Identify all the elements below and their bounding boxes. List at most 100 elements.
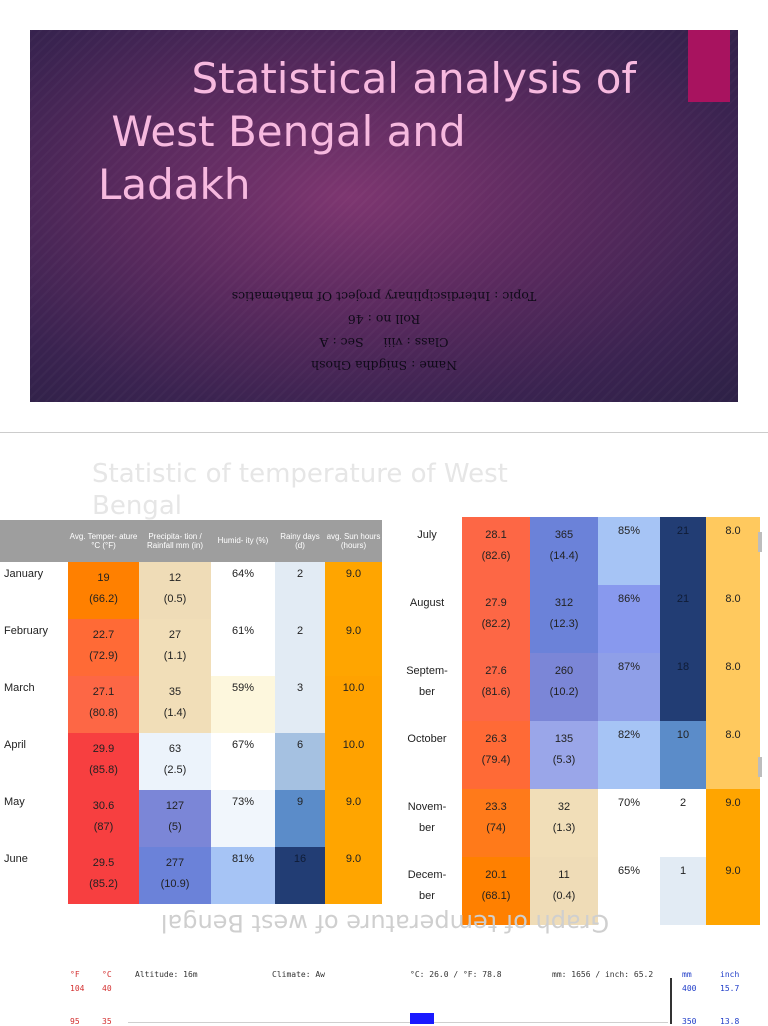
header-temperature: Avg. Temper- ature °C (°F) <box>68 520 139 562</box>
rainy-days-cell: 6 <box>275 733 325 790</box>
rainy-days-cell: 10 <box>660 721 706 789</box>
table-row: May 30.6 (87) 127 (5) 73% 9 9.0 <box>0 790 382 847</box>
rain-mm: 312 <box>554 597 574 609</box>
temp-c: 27.6 <box>485 665 507 677</box>
altitude-label: Altitude: 16m <box>135 970 198 979</box>
temp-c: 27.9 <box>485 597 507 609</box>
table-row: Decem-ber 20.1 (68.1) 11 (0.4) 65% 1 9.0 <box>392 857 760 925</box>
rainy-days-cell: 18 <box>660 653 706 721</box>
rain-mm: 35 <box>168 686 182 698</box>
rain-mm: 63 <box>168 743 182 755</box>
month-cell: Septem-ber <box>392 653 462 721</box>
rain-total-label: mm: 1656 / inch: 65.2 <box>552 970 654 979</box>
table-row: Novem-ber 23.3 (74) 32 (1.3) 70% 2 9.0 <box>392 789 760 857</box>
temp-f: (87) <box>93 821 114 833</box>
rain-mm: 365 <box>554 529 574 541</box>
sun-hours-cell: 9.0 <box>706 789 760 857</box>
header-rainfall: Precipita- tion / Rainfall mm (in) <box>139 520 211 562</box>
temp-c: 29.9 <box>92 743 115 755</box>
humidity-cell: 85% <box>598 517 660 585</box>
title-line: Bengal <box>92 491 182 521</box>
rain-mm: 32 <box>557 801 571 813</box>
axis-line <box>670 978 672 1024</box>
sun-hours-cell: 9.0 <box>325 619 382 676</box>
rain-cell: 127 (5) <box>139 790 211 847</box>
temp-cell: 19 (66.2) <box>68 562 139 619</box>
humidity-cell: 86% <box>598 585 660 653</box>
month-cell: March <box>0 676 68 733</box>
author-info: Name : Snigdha Ghosh Class : viii Sec : … <box>30 285 738 377</box>
rain-mm: 11 <box>558 869 570 881</box>
temp-f: (72.9) <box>89 650 118 662</box>
temp-cell: 27.6 (81.6) <box>462 653 530 721</box>
c-tick: 35 <box>102 1017 112 1026</box>
rain-mm: 12 <box>168 572 182 584</box>
rain-in: (5) <box>168 821 182 833</box>
c-tick: 40 <box>102 984 112 993</box>
header-humidity: Humid- ity (%) <box>211 520 275 562</box>
temp-c: 29.5 <box>92 857 115 869</box>
temp-cell: 30.6 (87) <box>68 790 139 847</box>
temp-c: 26.3 <box>485 733 507 745</box>
month-cell: January <box>0 562 68 619</box>
table-row: October 26.3 (79.4) 135 (5.3) 82% 10 8.0 <box>392 721 760 789</box>
sun-hours-cell: 10.0 <box>325 733 382 790</box>
month-cell: May <box>0 790 68 847</box>
month-cell: October <box>392 721 462 789</box>
month-label: Septem- <box>406 665 448 677</box>
rainy-days-cell: 16 <box>275 847 325 904</box>
header-month <box>0 520 68 562</box>
temp-c: 30.6 <box>92 800 115 812</box>
rain-in: (2.5) <box>163 764 187 776</box>
rain-mm: 260 <box>554 665 574 677</box>
temp-f: (74) <box>486 822 506 834</box>
humidity-cell: 65% <box>598 857 660 925</box>
month-label: August <box>409 597 445 609</box>
climate-graph: °F °C Altitude: 16m Climate: Aw °C: 26.0… <box>60 964 768 1026</box>
month-cell: Novem-ber <box>392 789 462 857</box>
month-cell: April <box>0 733 68 790</box>
month-cell: Decem-ber <box>392 857 462 925</box>
table-row: January 19 (66.2) 12 (0.5) 64% 2 9.0 <box>0 562 382 619</box>
rainy-days-cell: 2 <box>275 562 325 619</box>
sun-hours-cell: 8.0 <box>706 721 760 789</box>
sun-hours-cell: 9.0 <box>325 790 382 847</box>
unit-fahrenheit: °F <box>70 970 80 979</box>
table-row: March 27.1 (80.8) 35 (1.4) 59% 3 10.0 <box>0 676 382 733</box>
rainy-days-cell: 21 <box>660 517 706 585</box>
rainy-days-cell: 2 <box>275 619 325 676</box>
humidity-cell: 82% <box>598 721 660 789</box>
rain-cell: 35 (1.4) <box>139 676 211 733</box>
temp-cell: 27.9 (82.2) <box>462 585 530 653</box>
inch-tick: 13.8 <box>720 1017 740 1026</box>
rain-in: (12.3) <box>549 618 579 630</box>
temp-cell: 22.7 (72.9) <box>68 619 139 676</box>
sun-hours-cell: 9.0 <box>325 847 382 904</box>
temp-c: 19 <box>97 572 110 584</box>
rainy-days-cell: 3 <box>275 676 325 733</box>
rain-in: (14.4) <box>549 550 579 562</box>
temp-c: 22.7 <box>92 629 115 641</box>
rain-in: (10.9) <box>160 878 190 890</box>
temp-c: 27.1 <box>92 686 115 698</box>
temp-c: 23.3 <box>485 801 507 813</box>
title-slide: Statistical analysis of West Bengal and … <box>30 30 738 402</box>
month-label: July <box>417 529 437 541</box>
humidity-cell: 70% <box>598 789 660 857</box>
temp-f: (85.8) <box>89 764 118 776</box>
temp-f: (80.8) <box>89 707 118 719</box>
sun-hours-cell: 8.0 <box>706 517 760 585</box>
rain-in: (0.5) <box>163 593 187 605</box>
unit-celsius: °C <box>102 970 112 979</box>
rain-cell: 27 (1.1) <box>139 619 211 676</box>
rain-mm: 127 <box>165 800 185 812</box>
rain-cell: 32 (1.3) <box>530 789 598 857</box>
rainy-days-cell: 2 <box>660 789 706 857</box>
temp-f: (85.2) <box>89 878 118 890</box>
header-rainy-days: Rainy days (d) <box>275 520 325 562</box>
rain-in: (1.4) <box>163 707 187 719</box>
slide-texture <box>30 30 738 402</box>
temp-c: 28.1 <box>485 529 507 541</box>
graph-slide-title: Graph of temperature of west Bengal <box>160 909 610 937</box>
rain-cell: 11 (0.4) <box>530 857 598 925</box>
